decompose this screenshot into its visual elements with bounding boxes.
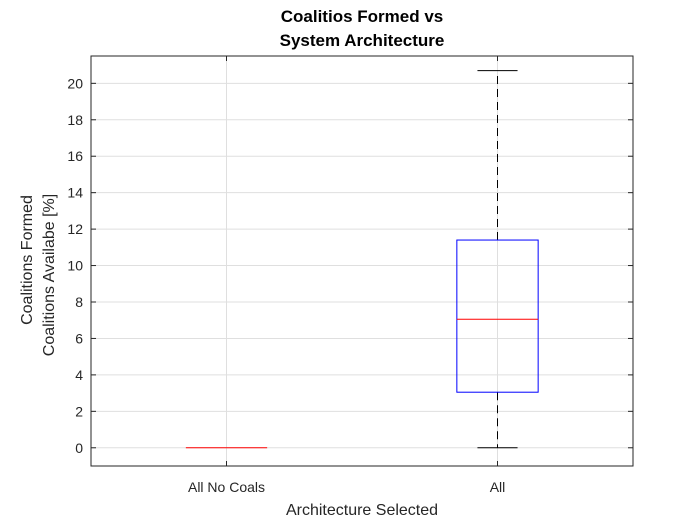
y-tick-label: 8 (75, 294, 83, 310)
x-tick-label: All (490, 479, 506, 495)
y-tick-label: 2 (75, 403, 83, 419)
y-tick-label: 16 (67, 148, 83, 164)
y-tick-label: 18 (67, 112, 83, 128)
axis-ticks: 0 2 4 6 8 10 12 14 16 18 20 All No Coals All (67, 56, 633, 495)
box-2 (456, 70, 539, 449)
chart-title-line-2: System Architecture (280, 31, 445, 50)
y-axis-label-line-2: Coalitions Availabe [%] (41, 194, 58, 356)
y-tick-label: 6 (75, 330, 83, 346)
chart-title-line-1: Coalitios Formed vs (281, 7, 443, 26)
y-tick-label: 0 (75, 440, 83, 456)
y-tick-label: 20 (67, 75, 83, 91)
x-axis-label: Architecture Selected (286, 502, 438, 519)
box-series (185, 70, 539, 449)
grid-lines (91, 56, 633, 466)
y-tick-label: 10 (67, 258, 83, 274)
plot-area-frame (90, 55, 634, 467)
x-tick-label: All No Coals (188, 479, 265, 495)
y-tick-label: 12 (67, 221, 83, 237)
y-axis-label-line-1: Coalitions Formed (19, 195, 36, 325)
y-tick-label: 4 (75, 367, 83, 383)
box-body (456, 239, 539, 393)
y-tick-label: 14 (67, 185, 83, 201)
